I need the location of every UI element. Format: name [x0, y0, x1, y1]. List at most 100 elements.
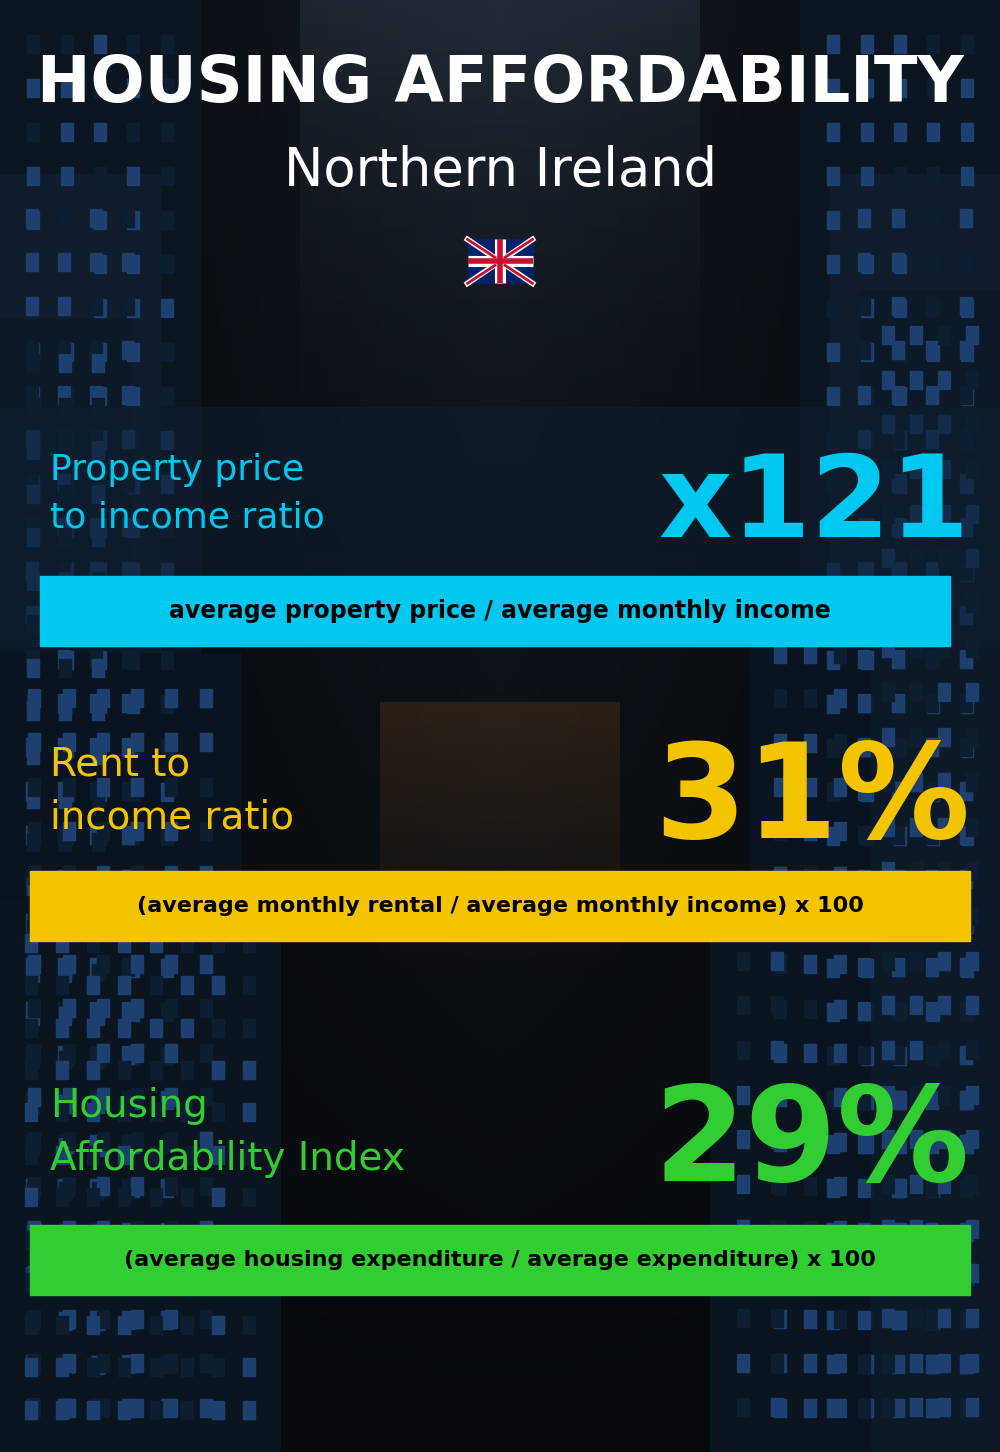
Bar — [927, 828, 939, 845]
Bar — [771, 1130, 783, 1149]
Bar — [804, 690, 816, 707]
Bar — [892, 1223, 904, 1240]
Bar — [961, 1135, 973, 1153]
Bar — [27, 475, 39, 494]
Bar — [165, 688, 177, 707]
Bar — [161, 1223, 173, 1241]
Bar — [181, 1188, 193, 1207]
Bar — [63, 1088, 75, 1106]
Bar — [827, 650, 839, 669]
Bar — [58, 1223, 70, 1240]
Bar — [26, 877, 38, 894]
Bar — [92, 833, 104, 851]
Bar — [804, 1044, 816, 1061]
Bar — [927, 1003, 939, 1021]
Bar — [858, 826, 870, 844]
Bar — [926, 253, 938, 272]
Bar — [910, 1265, 922, 1282]
Bar — [118, 1273, 130, 1291]
Bar — [59, 1051, 71, 1069]
Bar — [90, 253, 102, 272]
Bar — [961, 915, 973, 934]
Bar — [59, 964, 71, 982]
Bar — [26, 870, 38, 889]
Bar — [92, 1138, 104, 1156]
Bar — [892, 253, 904, 272]
Bar — [58, 915, 70, 932]
Bar — [56, 1231, 68, 1249]
Bar — [882, 460, 894, 478]
Bar — [960, 826, 972, 844]
Bar — [938, 327, 950, 344]
Bar — [0, 0, 200, 1452]
Bar — [827, 431, 839, 449]
Bar — [960, 783, 972, 800]
Bar — [961, 256, 973, 273]
Bar — [118, 1146, 130, 1165]
Bar — [59, 1182, 71, 1199]
Bar — [161, 123, 173, 141]
Bar — [122, 1134, 134, 1153]
Bar — [58, 1047, 70, 1064]
Bar — [927, 1179, 939, 1196]
Bar — [737, 996, 749, 1015]
Bar — [58, 605, 70, 624]
Bar — [927, 1355, 939, 1374]
Bar — [961, 696, 973, 713]
Bar — [26, 518, 38, 536]
Bar — [27, 1003, 39, 1021]
Bar — [938, 415, 950, 434]
Bar — [827, 1311, 839, 1329]
Bar — [59, 1356, 71, 1374]
Bar — [771, 1265, 783, 1282]
Bar — [892, 430, 904, 447]
Bar — [830, 174, 1000, 1452]
Bar — [861, 123, 873, 141]
Bar — [92, 877, 104, 894]
Bar — [882, 1175, 894, 1194]
Bar — [58, 958, 70, 976]
Bar — [59, 1313, 71, 1330]
Bar — [26, 650, 38, 668]
Bar — [966, 1308, 978, 1327]
Bar — [960, 1311, 972, 1329]
Bar — [90, 341, 102, 360]
Bar — [161, 1003, 173, 1021]
Bar — [961, 1355, 973, 1374]
Bar — [87, 1273, 99, 1291]
Bar — [966, 327, 978, 344]
Bar — [26, 398, 38, 415]
Bar — [165, 1266, 177, 1284]
Bar — [161, 78, 173, 97]
Bar — [97, 1044, 109, 1061]
Bar — [910, 996, 922, 1015]
Bar — [94, 388, 106, 405]
Bar — [165, 910, 177, 929]
Bar — [150, 1231, 162, 1249]
Bar — [165, 1398, 177, 1417]
Bar — [26, 1047, 38, 1064]
Bar — [26, 746, 38, 764]
Bar — [960, 1266, 972, 1285]
Bar — [938, 1175, 950, 1194]
Bar — [858, 738, 870, 756]
Bar — [25, 1104, 37, 1121]
Bar — [961, 123, 973, 141]
Bar — [28, 955, 40, 973]
Bar — [58, 1090, 70, 1108]
Bar — [827, 78, 839, 97]
Bar — [61, 475, 73, 494]
Bar — [56, 1146, 68, 1165]
Bar — [150, 1273, 162, 1291]
Text: x121: x121 — [659, 450, 970, 560]
Bar — [26, 1266, 38, 1285]
Bar — [861, 1135, 873, 1153]
Bar — [122, 1223, 134, 1240]
Bar — [910, 639, 922, 656]
Bar — [960, 1134, 972, 1153]
Bar — [858, 1398, 870, 1417]
Bar — [59, 746, 71, 764]
Bar — [25, 1273, 37, 1291]
Bar — [894, 1179, 906, 1196]
Bar — [834, 1000, 846, 1018]
